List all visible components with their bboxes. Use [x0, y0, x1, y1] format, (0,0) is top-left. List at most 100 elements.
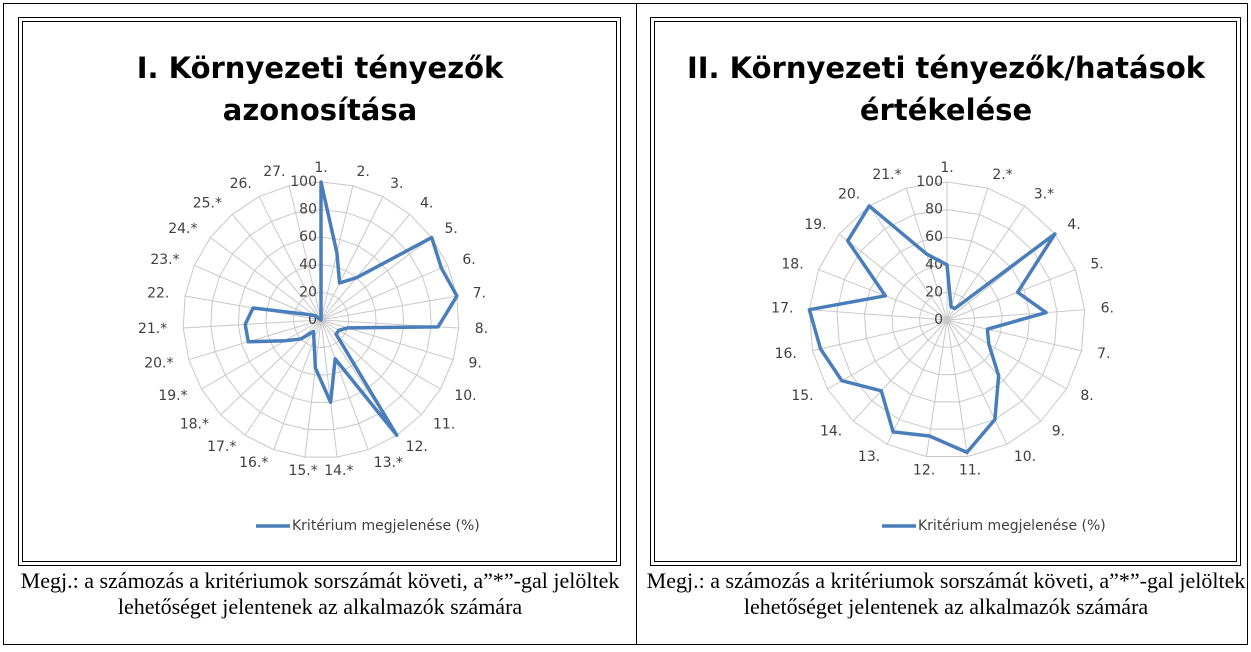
category-label: 15.: [791, 388, 813, 404]
spoke: [244, 319, 322, 436]
spoke: [320, 213, 411, 321]
category-label: 18.*: [180, 416, 209, 432]
category-label: 9.: [1052, 423, 1065, 439]
chart-title: I. Környezeti tényezők: [137, 51, 504, 85]
panel-frame: [18, 17, 621, 566]
r-tick-label: 100: [916, 174, 943, 190]
category-label: 19.: [804, 217, 826, 233]
spoke: [194, 264, 322, 321]
spoke: [320, 264, 448, 321]
category-label: 12.: [913, 462, 935, 478]
spoke: [946, 187, 989, 321]
outer-border: [3, 3, 1248, 645]
category-label: 13.*: [374, 455, 403, 471]
category-label: 24.*: [168, 221, 197, 237]
category-label: 13.: [858, 449, 880, 465]
grid-ring: [918, 291, 976, 348]
grid-ring: [292, 291, 350, 348]
spoke: [320, 319, 369, 450]
grid-ring: [237, 236, 405, 403]
spoke: [946, 309, 1085, 321]
category-label: 12.: [406, 439, 428, 455]
category-label: 16.: [775, 346, 797, 362]
category-label: 20.*: [144, 356, 173, 372]
category-label: 8.: [1080, 388, 1093, 404]
spoke: [812, 319, 948, 352]
spoke: [320, 196, 384, 321]
panel-frame: [650, 17, 1241, 566]
category-label: 2.*: [992, 167, 1012, 183]
grid-ring: [808, 181, 1086, 457]
r-tick-label: 100: [290, 174, 317, 190]
spoke: [946, 319, 1082, 352]
r-tick-label: 60: [299, 229, 317, 245]
category-label: 22.: [147, 286, 169, 302]
chart-title: II. Környezeti tényezők/hatások: [687, 51, 1206, 85]
r-tick-label: 40: [299, 257, 317, 273]
category-label: 3.: [390, 176, 403, 192]
spoke: [946, 205, 1026, 321]
spoke: [231, 213, 322, 321]
spoke: [925, 319, 948, 457]
category-label: 14.: [820, 423, 842, 439]
category-label: 20.: [838, 186, 860, 202]
category-label: 17.: [771, 301, 793, 317]
panel-frame: [22, 21, 617, 562]
grid-ring: [863, 236, 1031, 403]
category-label: 18.: [781, 256, 803, 272]
category-label: 15.*: [288, 463, 317, 479]
category-label: 26.: [230, 176, 252, 192]
spoke: [320, 237, 432, 321]
legend-label: Kritérium megjelenése (%): [292, 518, 480, 534]
grid-ring: [265, 264, 377, 376]
spoke: [188, 319, 322, 361]
series-line: [807, 204, 1057, 455]
spoke: [946, 319, 1008, 445]
spoke: [320, 319, 454, 361]
category-label: 2.: [357, 164, 370, 180]
category-label: 7.: [1097, 346, 1110, 362]
panel-frame: [654, 21, 1237, 562]
category-label: 10.: [1014, 449, 1036, 465]
caption: Megj.: a számozás a kritériumok sorszámá…: [20, 568, 620, 619]
category-label: 10.: [454, 388, 476, 404]
category-label: 4.: [1067, 217, 1080, 233]
grid-ring: [210, 209, 432, 431]
spoke: [838, 233, 948, 321]
legend-label: Kritérium megjelenése (%): [918, 518, 1106, 534]
category-label: 6.: [462, 252, 475, 268]
grid-ring: [182, 181, 460, 458]
spoke: [827, 319, 948, 390]
spoke: [210, 237, 322, 321]
grid-ring: [836, 209, 1058, 430]
spoke: [946, 319, 1042, 422]
spoke: [886, 319, 948, 445]
spoke: [304, 319, 322, 458]
spoke: [852, 319, 948, 422]
r-tick-label: 20: [299, 284, 317, 300]
category-label: 7.: [473, 286, 486, 302]
category-label: 27.: [263, 164, 285, 180]
spoke: [320, 295, 457, 321]
grid-ring: [891, 264, 1003, 376]
category-label: 5.: [445, 221, 458, 237]
spoke: [201, 319, 322, 390]
spoke: [320, 319, 338, 458]
spoke: [288, 185, 322, 321]
category-label: 11.: [433, 416, 455, 432]
category-label: 3.*: [1034, 186, 1054, 202]
category-label: 21.*: [138, 321, 167, 337]
r-tick-label: 60: [925, 229, 943, 245]
chart-title: értékelése: [860, 93, 1032, 127]
spoke: [946, 269, 1076, 321]
r-tick-label: 20: [925, 284, 943, 300]
chart-title: azonosítása: [223, 93, 417, 127]
category-label: 11.: [959, 462, 981, 478]
r-tick-label: 80: [925, 202, 943, 218]
category-label: 4.: [420, 196, 433, 212]
category-label: 1.: [314, 160, 327, 176]
spoke: [258, 196, 322, 321]
caption: Megj.: a számozás a kritériumok sorszámá…: [646, 568, 1246, 619]
